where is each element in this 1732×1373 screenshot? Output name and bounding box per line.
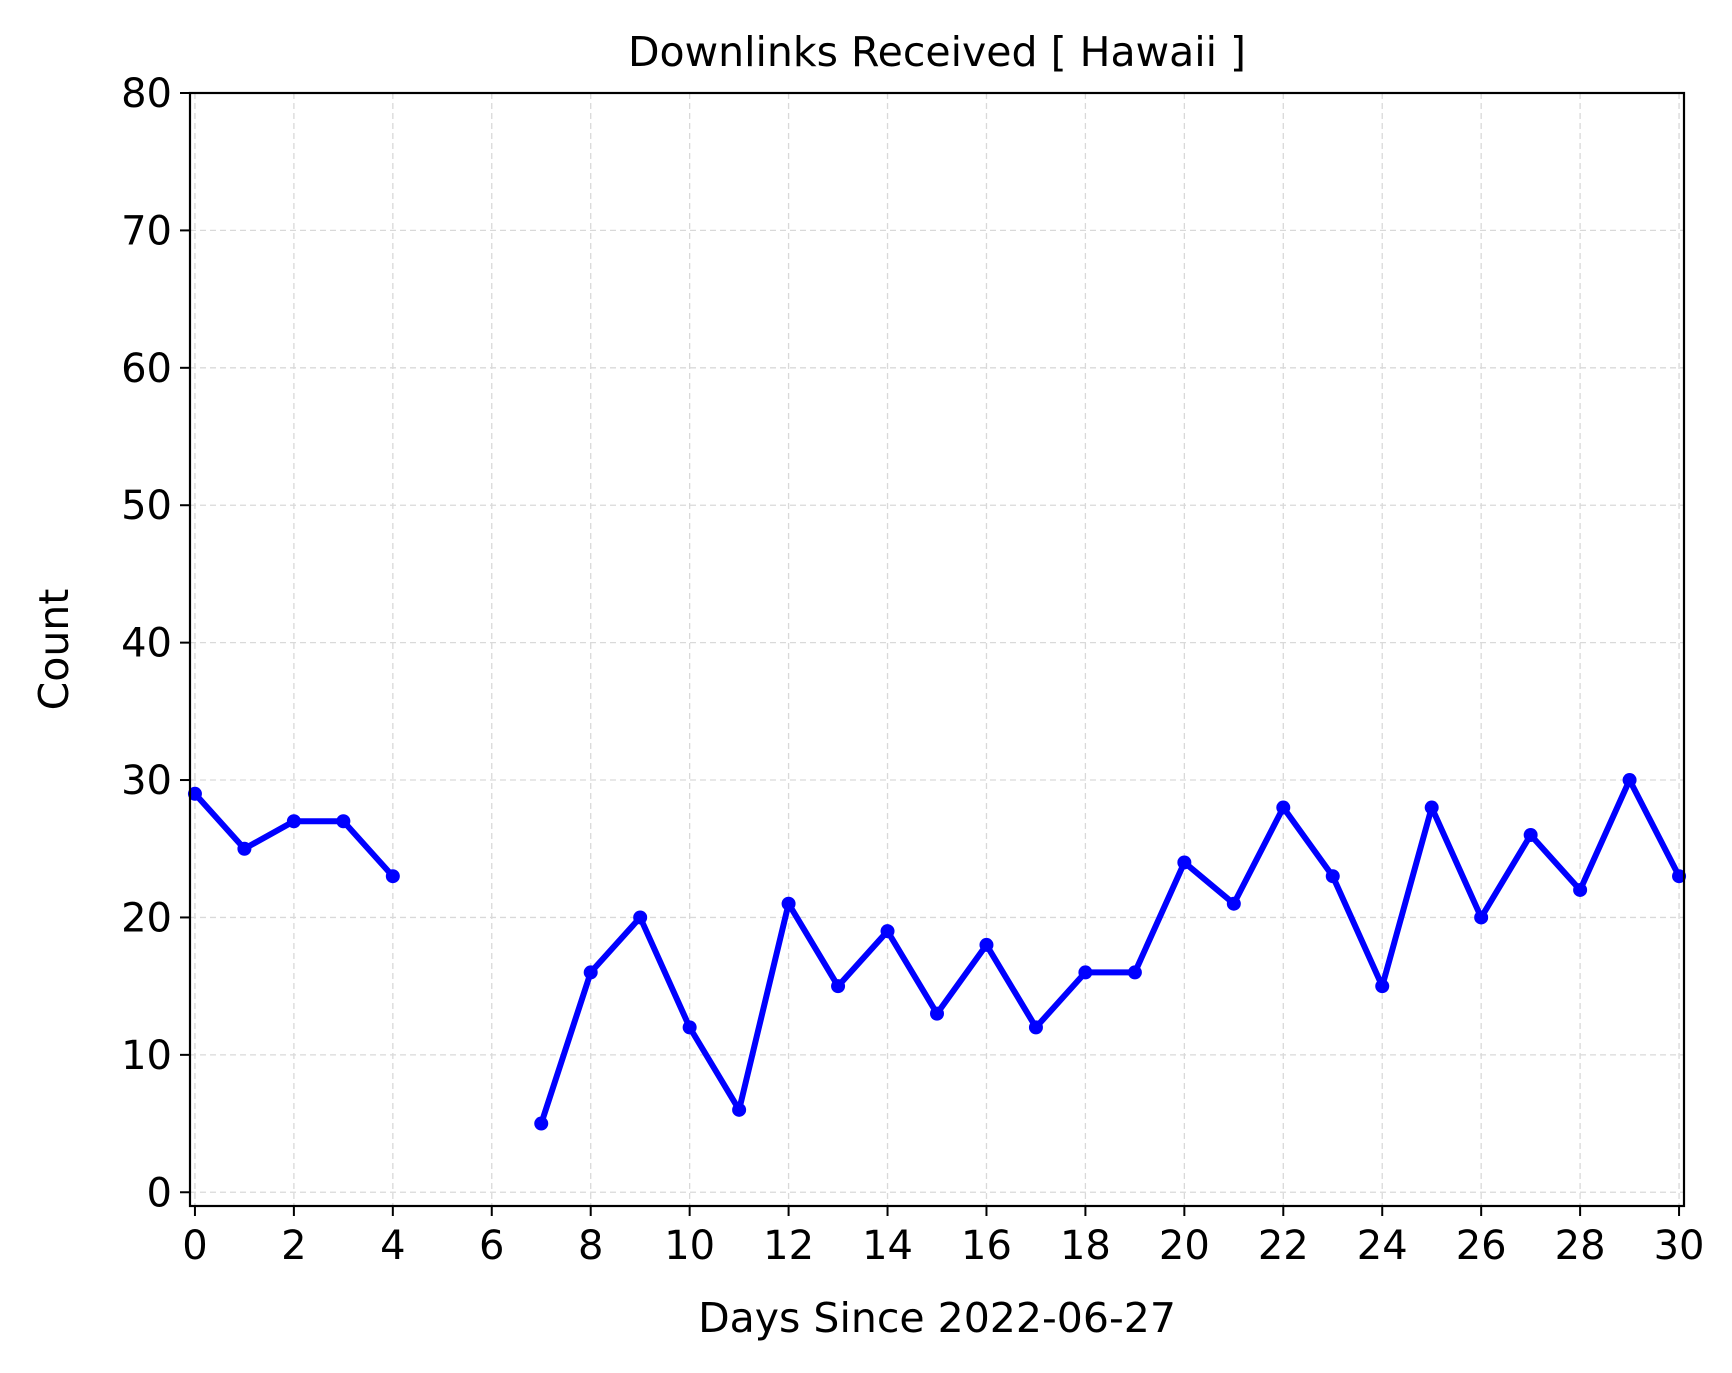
data-point <box>682 1020 697 1035</box>
data-point <box>979 937 994 952</box>
series-line <box>191 777 1683 1127</box>
data-point <box>930 1006 944 1021</box>
y-axis-label: Count <box>30 589 78 711</box>
data-point <box>187 786 202 801</box>
data-point <box>1474 910 1489 925</box>
y-tick-label: 40 <box>121 621 172 667</box>
data-point <box>237 841 252 856</box>
x-tick-label: 10 <box>664 1223 715 1269</box>
chart-title: Downlinks Received [ Hawaii ] <box>628 28 1246 76</box>
x-tick-label: 20 <box>1159 1223 1210 1269</box>
data-point <box>633 910 648 925</box>
data-point <box>831 979 846 994</box>
data-point <box>1375 979 1390 994</box>
data-point <box>781 896 796 911</box>
x-tick-label: 18 <box>1060 1223 1111 1269</box>
data-point <box>1573 882 1588 897</box>
data-point <box>1177 855 1192 870</box>
x-tick-label: 12 <box>763 1223 814 1269</box>
data-point <box>385 869 400 884</box>
x-axis: 0 2 4 6 8 10 12 14 16 18 20 22 24 26 28 30 <box>182 1206 1705 1269</box>
x-tick-label: 26 <box>1456 1223 1507 1269</box>
data-point <box>1424 800 1439 815</box>
data-point <box>286 814 301 829</box>
y-tick-label: 30 <box>121 758 172 804</box>
data-point <box>1325 869 1340 884</box>
data-point <box>1028 1020 1043 1035</box>
data-point <box>732 1102 747 1117</box>
plot-frame <box>188 91 1686 1208</box>
x-tick-label: 22 <box>1258 1223 1309 1269</box>
grid <box>190 92 1684 1206</box>
series-layer <box>187 773 1687 1131</box>
x-tick-label: 30 <box>1654 1223 1705 1269</box>
x-tick-label: 0 <box>182 1223 207 1269</box>
y-tick-label: 20 <box>121 895 172 941</box>
data-point <box>534 1116 549 1131</box>
y-tick-label: 70 <box>121 208 172 254</box>
data-point <box>336 814 351 829</box>
y-tick-label: 50 <box>121 483 172 529</box>
x-tick-label: 8 <box>578 1223 603 1269</box>
data-point <box>1226 896 1241 911</box>
y-axis: 0 10 20 30 40 50 60 70 80 <box>121 71 190 1216</box>
x-tick-label: 2 <box>281 1223 306 1269</box>
x-tick-label: 24 <box>1357 1223 1408 1269</box>
x-tick-label: 4 <box>380 1223 405 1269</box>
data-point <box>1078 965 1093 980</box>
data-point <box>583 965 598 980</box>
data-point <box>1622 773 1637 788</box>
data-point <box>880 924 895 939</box>
y-tick-label: 80 <box>121 71 172 117</box>
x-tick-label: 14 <box>862 1223 913 1269</box>
data-point <box>1672 869 1687 884</box>
y-tick-label: 60 <box>121 346 172 392</box>
x-axis-label: Days Since 2022-06-27 <box>698 1294 1176 1342</box>
data-point <box>1127 965 1142 980</box>
y-tick-label: 10 <box>121 1033 172 1079</box>
y-tick-label: 0 <box>147 1170 172 1216</box>
x-tick-label: 28 <box>1555 1223 1606 1269</box>
data-point <box>1276 800 1291 815</box>
data-point <box>1523 828 1538 842</box>
x-tick-label: 16 <box>961 1223 1012 1269</box>
x-tick-label: 6 <box>479 1223 504 1269</box>
